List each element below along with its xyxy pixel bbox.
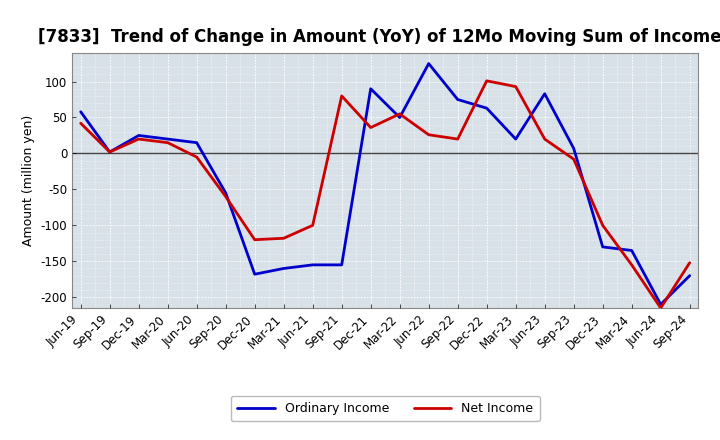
Net Income [308, 223, 317, 228]
Net Income [192, 154, 201, 160]
Title: [7833]  Trend of Change in Amount (YoY) of 12Mo Moving Sum of Incomes: [7833] Trend of Change in Amount (YoY) o… [38, 28, 720, 46]
Ordinary Income [221, 191, 230, 196]
Net Income [424, 132, 433, 137]
Net Income [541, 136, 549, 142]
Ordinary Income [627, 248, 636, 253]
Net Income [76, 121, 85, 126]
Net Income [338, 93, 346, 99]
Net Income [135, 136, 143, 142]
Net Income [221, 194, 230, 199]
Ordinary Income [570, 146, 578, 151]
Net Income [627, 262, 636, 268]
Net Income [251, 237, 259, 242]
Legend: Ordinary Income, Net Income: Ordinary Income, Net Income [231, 396, 539, 422]
Net Income [366, 125, 375, 130]
Ordinary Income [395, 115, 404, 120]
Ordinary Income [308, 262, 317, 268]
Net Income [657, 305, 665, 311]
Ordinary Income [338, 262, 346, 268]
Ordinary Income [76, 109, 85, 114]
Ordinary Income [511, 136, 520, 142]
Net Income [279, 236, 288, 241]
Net Income [163, 140, 172, 145]
Ordinary Income [105, 149, 114, 154]
Line: Ordinary Income: Ordinary Income [81, 64, 690, 304]
Net Income [395, 111, 404, 117]
Ordinary Income [366, 86, 375, 92]
Ordinary Income [541, 91, 549, 96]
Net Income [511, 84, 520, 89]
Ordinary Income [192, 140, 201, 145]
Ordinary Income [454, 97, 462, 102]
Ordinary Income [424, 61, 433, 66]
Ordinary Income [598, 244, 607, 249]
Ordinary Income [482, 106, 491, 111]
Ordinary Income [163, 136, 172, 142]
Line: Net Income: Net Income [81, 81, 690, 308]
Ordinary Income [279, 266, 288, 271]
Net Income [570, 157, 578, 162]
Net Income [454, 136, 462, 142]
Ordinary Income [685, 273, 694, 278]
Ordinary Income [251, 271, 259, 277]
Net Income [598, 223, 607, 228]
Ordinary Income [135, 133, 143, 138]
Y-axis label: Amount (million yen): Amount (million yen) [22, 115, 35, 246]
Net Income [685, 260, 694, 265]
Net Income [482, 78, 491, 84]
Ordinary Income [657, 302, 665, 307]
Net Income [105, 149, 114, 154]
